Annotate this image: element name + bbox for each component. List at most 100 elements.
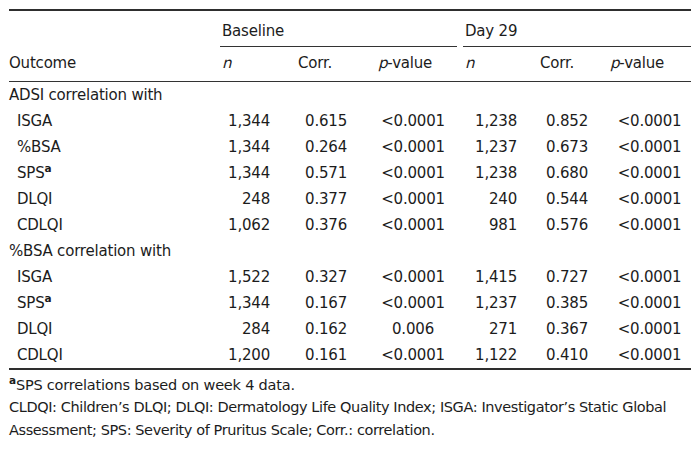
- day29-pvalue-cell: <0.0001: [588, 264, 691, 290]
- baseline-corr-cell: 0.615: [270, 108, 347, 134]
- column-header-day29-n: n: [457, 47, 517, 82]
- baseline-pvalue-cell: <0.0001: [347, 186, 457, 212]
- baseline-corr-cell: 0.167: [270, 290, 347, 316]
- baseline-corr-cell: 0.264: [270, 134, 347, 160]
- day29-pvalue-cell: <0.0001: [588, 134, 691, 160]
- column-header-day29-corr: Corr.: [517, 47, 588, 82]
- baseline-corr-cell: 0.161: [270, 342, 347, 369]
- table-row-bsa-sps: SPSa 1,344 0.167 <0.0001 1,237 0.385 <0.…: [9, 290, 691, 316]
- outcome-label: DLQI: [17, 320, 52, 338]
- outcome-label: CDLQI: [17, 216, 63, 234]
- baseline-pvalue-cell: <0.0001: [347, 134, 457, 160]
- column-header-baseline-n: n: [220, 47, 270, 82]
- outcome-cell: %BSA: [9, 134, 220, 160]
- outcome-label: SPS: [17, 164, 45, 182]
- group-header-baseline: Baseline: [220, 10, 457, 47]
- day29-pvalue-cell: <0.0001: [588, 290, 691, 316]
- baseline-pvalue-cell: <0.0001: [347, 264, 457, 290]
- day29-n-cell: 1,238: [457, 108, 517, 134]
- day29-pvalue-cell: <0.0001: [588, 160, 691, 186]
- section-header-bsa: %BSA correlation with: [9, 238, 691, 264]
- day29-corr-cell: 0.852: [517, 108, 588, 134]
- correlation-table: Baseline Day 29 Outcome n Corr. p-value …: [9, 9, 691, 370]
- baseline-pvalue-cell: <0.0001: [347, 108, 457, 134]
- baseline-n-cell: 1,522: [220, 264, 270, 290]
- footnote-marker: a: [45, 292, 52, 304]
- table-row-adsi-cdlqi: CDLQI 1,062 0.376 <0.0001 981 0.576 <0.0…: [9, 212, 691, 238]
- baseline-corr-cell: 0.377: [270, 186, 347, 212]
- column-header-outcome: Outcome: [9, 47, 220, 82]
- day29-n-cell: 1,237: [457, 134, 517, 160]
- outcome-label: CDLQI: [17, 346, 63, 364]
- outcome-cell: SPSa: [9, 160, 220, 186]
- n-label: n: [465, 54, 474, 72]
- paper-table-page: Baseline Day 29 Outcome n Corr. p-value …: [0, 0, 700, 442]
- footnote-marker: a: [45, 162, 52, 174]
- table-row-bsa-cdlqi: CDLQI 1,200 0.161 <0.0001 1,122 0.410 <0…: [9, 342, 691, 369]
- baseline-n-cell: 1,062: [220, 212, 270, 238]
- baseline-n-cell: 1,200: [220, 342, 270, 369]
- baseline-pvalue-cell: 0.006: [347, 316, 457, 342]
- section-header-label: %BSA correlation with: [9, 238, 691, 264]
- baseline-corr-cell: 0.162: [270, 316, 347, 342]
- baseline-corr-cell: 0.571: [270, 160, 347, 186]
- day29-corr-cell: 0.410: [517, 342, 588, 369]
- outcome-cell: CDLQI: [9, 342, 220, 369]
- day29-n-cell: 1,237: [457, 290, 517, 316]
- day29-pvalue-cell: <0.0001: [588, 342, 691, 369]
- p-value-suffix: -value: [619, 54, 664, 72]
- footnote-sps: aSPS correlations based on week 4 data.: [9, 375, 699, 396]
- outcome-label: DLQI: [17, 190, 52, 208]
- column-header-baseline-corr: Corr.: [270, 47, 347, 82]
- day29-corr-cell: 0.544: [517, 186, 588, 212]
- day29-corr-cell: 0.673: [517, 134, 588, 160]
- baseline-corr-cell: 0.376: [270, 212, 347, 238]
- section-header-adsi: ADSI correlation with: [9, 82, 691, 109]
- p-label: p: [378, 54, 387, 72]
- table-footnotes: aSPS correlations based on week 4 data. …: [9, 375, 699, 442]
- outcome-cell: ISGA: [9, 108, 220, 134]
- column-header-day29-pvalue: p-value: [588, 47, 691, 82]
- day29-corr-cell: 0.680: [517, 160, 588, 186]
- baseline-pvalue-cell: <0.0001: [347, 342, 457, 369]
- day29-n-cell: 1,122: [457, 342, 517, 369]
- column-header-baseline-pvalue: p-value: [347, 47, 457, 82]
- baseline-group-label: Baseline: [220, 11, 457, 47]
- day29-corr-cell: 0.367: [517, 316, 588, 342]
- day29-n-cell: 240: [457, 186, 517, 212]
- table-row-bsa-isga: ISGA 1,522 0.327 <0.0001 1,415 0.727 <0.…: [9, 264, 691, 290]
- table-row-bsa-dlqi: DLQI 284 0.162 0.006 271 0.367 <0.0001: [9, 316, 691, 342]
- table-row-adsi-isga: ISGA 1,344 0.615 <0.0001 1,238 0.852 <0.…: [9, 108, 691, 134]
- baseline-n-cell: 248: [220, 186, 270, 212]
- table-row-adsi-bsa: %BSA 1,344 0.264 <0.0001 1,237 0.673 <0.…: [9, 134, 691, 160]
- day29-group-label: Day 29: [463, 11, 691, 47]
- baseline-n-cell: 284: [220, 316, 270, 342]
- outcome-cell: CDLQI: [9, 212, 220, 238]
- outcome-label: ISGA: [17, 112, 52, 130]
- p-label: p: [610, 54, 619, 72]
- group-header-day29: Day 29: [457, 10, 691, 47]
- outcome-cell: SPSa: [9, 290, 220, 316]
- day29-corr-cell: 0.385: [517, 290, 588, 316]
- table-row-adsi-dlqi: DLQI 248 0.377 <0.0001 240 0.544 <0.0001: [9, 186, 691, 212]
- outcome-cell: DLQI: [9, 316, 220, 342]
- day29-corr-cell: 0.727: [517, 264, 588, 290]
- group-header-spacer: [9, 10, 220, 47]
- outcome-cell: ISGA: [9, 264, 220, 290]
- group-header-row: Baseline Day 29: [9, 10, 691, 47]
- day29-n-cell: 1,415: [457, 264, 517, 290]
- day29-n-cell: 271: [457, 316, 517, 342]
- footnote-abbreviations: CLDQI: Children’s DLQI; DLQI: Dermatolog…: [9, 396, 699, 442]
- outcome-label: SPS: [17, 294, 45, 312]
- column-header-row: Outcome n Corr. p-value n Corr. p-value: [9, 47, 691, 82]
- baseline-pvalue-cell: <0.0001: [347, 160, 457, 186]
- baseline-n-cell: 1,344: [220, 134, 270, 160]
- section-header-label: ADSI correlation with: [9, 82, 691, 109]
- day29-n-cell: 1,238: [457, 160, 517, 186]
- outcome-cell: DLQI: [9, 186, 220, 212]
- day29-pvalue-cell: <0.0001: [588, 186, 691, 212]
- baseline-n-cell: 1,344: [220, 160, 270, 186]
- baseline-n-cell: 1,344: [220, 290, 270, 316]
- footnote-marker: a: [9, 374, 16, 386]
- footnote-sps-text: SPS correlations based on week 4 data.: [16, 377, 295, 393]
